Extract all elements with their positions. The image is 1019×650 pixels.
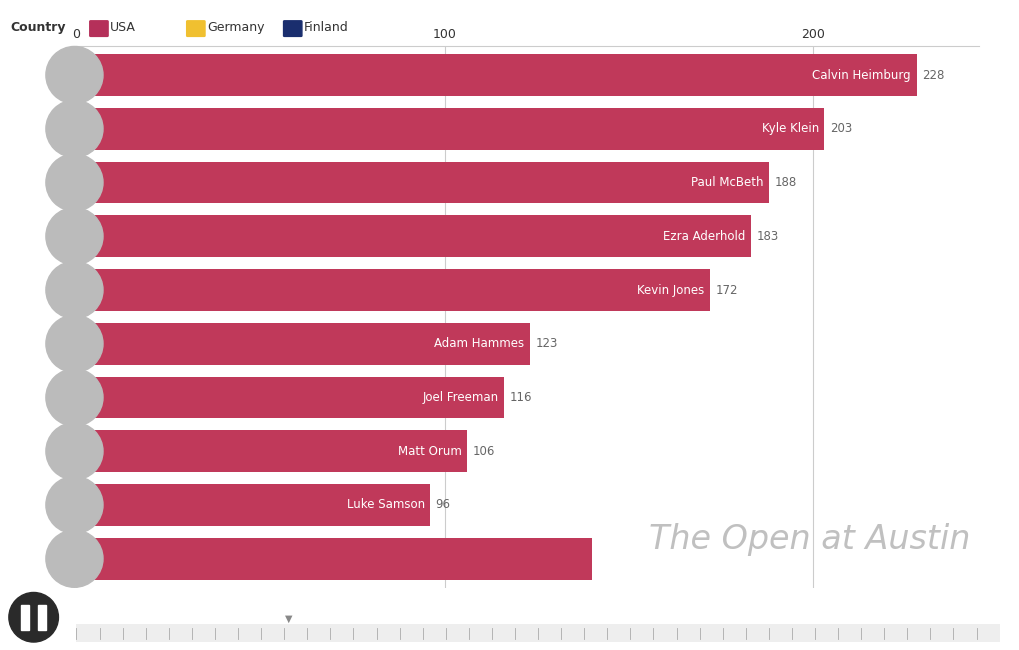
Text: 188: 188 — [774, 176, 796, 189]
Bar — [76, 376, 503, 419]
Text: Adam Hammes: Adam Hammes — [434, 337, 524, 350]
Text: 123: 123 — [535, 337, 557, 350]
Circle shape — [9, 592, 58, 642]
Text: USA: USA — [110, 21, 136, 34]
Text: 116: 116 — [508, 391, 531, 404]
Text: 106: 106 — [472, 445, 494, 458]
Bar — [76, 538, 592, 580]
Text: 172: 172 — [715, 283, 738, 296]
Text: Germany: Germany — [207, 21, 264, 34]
Text: Kevin Jones: Kevin Jones — [637, 283, 704, 296]
Bar — [76, 54, 916, 96]
Text: Finland: Finland — [304, 21, 348, 34]
Bar — [76, 484, 430, 526]
Bar — [76, 162, 768, 203]
Text: Country: Country — [10, 21, 65, 34]
Text: Kyle Klein: Kyle Klein — [761, 122, 818, 135]
Bar — [76, 269, 709, 311]
Bar — [76, 215, 750, 257]
Text: Paul McBeth: Paul McBeth — [691, 176, 763, 189]
Bar — [76, 108, 823, 150]
Text: Joel Freeman: Joel Freeman — [422, 391, 498, 404]
Text: 183: 183 — [755, 229, 777, 242]
Bar — [76, 430, 467, 472]
Text: 203: 203 — [829, 122, 852, 135]
Text: 228: 228 — [921, 68, 944, 81]
Text: ▼: ▼ — [284, 614, 292, 623]
Bar — [39, 605, 46, 630]
Text: The Open at Austin: The Open at Austin — [648, 523, 969, 556]
Text: Ezra Aderhold: Ezra Aderhold — [662, 229, 745, 242]
Text: 96: 96 — [435, 499, 450, 512]
Bar — [21, 605, 29, 630]
Text: Luke Samson: Luke Samson — [346, 499, 424, 512]
Bar — [76, 323, 529, 365]
Text: Matt Orum: Matt Orum — [397, 445, 461, 458]
Text: Calvin Heimburg: Calvin Heimburg — [811, 68, 910, 81]
